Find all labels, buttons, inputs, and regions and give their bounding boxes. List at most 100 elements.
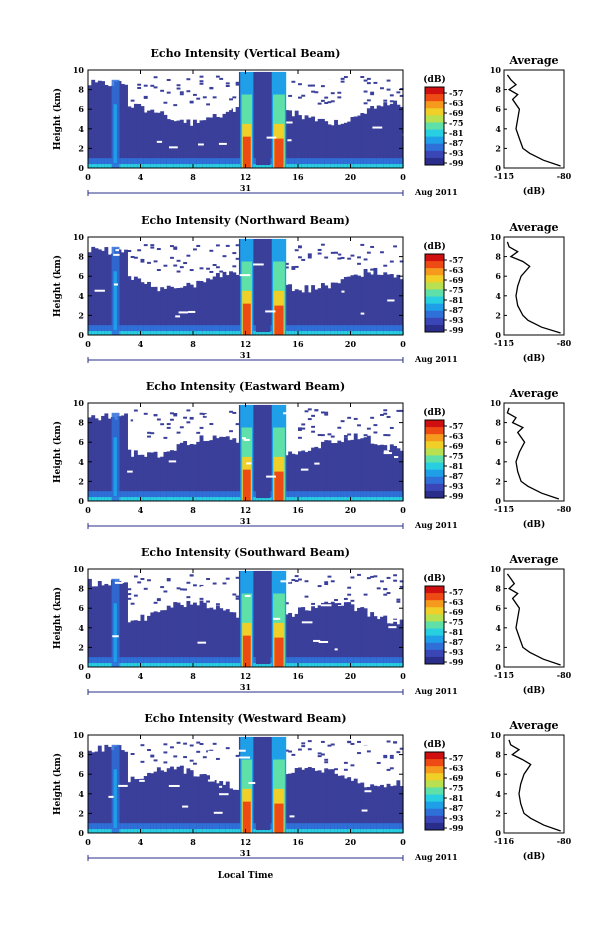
profile-y-tick-label: 2	[495, 642, 501, 652]
colorbar-tick-label: -81	[449, 627, 463, 637]
date-label: Aug 2011	[414, 520, 458, 530]
colorbar-tick-label: -75	[449, 285, 463, 295]
y-tick-label: 8	[78, 418, 84, 428]
x-tick-label: 16	[292, 172, 304, 182]
average-profile: Average 0 2 4 6 8 10 -115 -80 (dB)	[490, 54, 572, 197]
profile-y-tick-label: 0	[495, 163, 501, 173]
panel-title: Echo Intensity (Southward Beam)	[141, 546, 350, 559]
x-tick-label: 16	[292, 505, 304, 515]
profile-y-tick-label: 4	[495, 457, 501, 467]
x-tick-label: 20	[345, 671, 357, 681]
colorbar-tick-label: -93	[449, 813, 464, 823]
colorbar-tick-label: -87	[449, 305, 463, 315]
y-tick-label: 2	[78, 310, 84, 320]
colorbar-tick-label: -63	[449, 98, 464, 108]
panel-1: Echo Intensity (Northward Beam) 0 2 4 6 8 10 He…	[52, 214, 572, 364]
profile-x-axis-label: (dB)	[523, 851, 545, 862]
colorbar-tick-label: -87	[449, 637, 463, 647]
x-tick-label: 16	[292, 339, 304, 349]
y-tick-label: 10	[73, 730, 85, 740]
x-tick-label: 0	[400, 505, 406, 515]
colorbar-tick-label: -99	[449, 657, 464, 667]
heatmap-field	[88, 736, 404, 833]
date-label: Aug 2011	[414, 852, 458, 862]
profile-x-axis-label: (dB)	[523, 519, 545, 530]
y-tick-label: 4	[78, 623, 84, 633]
profile-x-tick-label: -115	[494, 171, 514, 181]
average-profile: Average 0 2 4 6 8 10 -116 -80 (dB)	[490, 719, 572, 862]
profile-y-tick-label: 8	[495, 418, 501, 428]
x-tick-label: 0	[85, 172, 91, 182]
colorbar-tick-label: -57	[449, 255, 463, 265]
day-label: 31	[240, 682, 251, 692]
profile-y-tick-label: 2	[495, 310, 501, 320]
profile-y-tick-label: 4	[495, 623, 501, 633]
colorbar-tick-label: -75	[449, 118, 463, 128]
colorbar-tick-label: -69	[449, 275, 464, 285]
y-tick-label: 4	[78, 291, 84, 301]
profile-line	[506, 573, 561, 666]
profile-y-tick-label: 8	[495, 584, 501, 594]
heatmap-field	[88, 570, 404, 667]
colorbar-tick-label: -93	[449, 647, 464, 657]
colorbar-tick-label: -81	[449, 461, 463, 471]
colorbar-tick-label: -57	[449, 587, 463, 597]
profile-title: Average	[508, 553, 558, 566]
x-tick-label: 0	[400, 339, 406, 349]
profile-y-tick-label: 6	[495, 603, 501, 613]
colorbar-tick-label: -63	[449, 597, 464, 607]
y-tick-label: 4	[78, 124, 84, 134]
colorbar-tick-label: -87	[449, 803, 463, 813]
y-axis-label: Height (km)	[52, 88, 63, 150]
y-tick-label: 2	[78, 476, 84, 486]
y-tick-label: 8	[78, 252, 84, 262]
day-label: 31	[240, 848, 251, 858]
profile-x-axis-label: (dB)	[523, 186, 545, 197]
profile-y-tick-label: 0	[495, 496, 501, 506]
average-profile: Average 0 2 4 6 8 10 -115 -80 (dB)	[490, 221, 572, 364]
x-tick-label: 0	[400, 172, 406, 182]
y-axis-label: Height (km)	[52, 255, 63, 317]
profile-title: Average	[508, 387, 558, 400]
y-tick-label: 4	[78, 457, 84, 467]
x-axis-label: Local Time	[218, 871, 274, 881]
y-axis-label: Height (km)	[52, 753, 63, 815]
x-tick-label: 12	[240, 172, 251, 182]
colorbar-tick-label: -93	[449, 148, 464, 158]
colorbar-tick-label: -69	[449, 441, 464, 451]
profile-y-tick-label: 10	[490, 232, 502, 242]
x-tick-label: 16	[292, 837, 304, 847]
y-tick-label: 6	[78, 769, 84, 779]
y-tick-label: 8	[78, 85, 84, 95]
profile-y-tick-label: 0	[495, 828, 501, 838]
colorbar-tick-label: -75	[449, 451, 463, 461]
colorbar-title: (dB)	[423, 407, 445, 418]
x-tick-label: 0	[85, 671, 91, 681]
date-label: Aug 2011	[414, 686, 458, 696]
colorbar-tick-label: -69	[449, 108, 464, 118]
x-tick-label: 4	[138, 671, 144, 681]
x-tick-label: 8	[190, 172, 196, 182]
colorbar: (dB) -57-63-69-75-81-87-93-99	[423, 739, 464, 833]
profile-x-axis-label: (dB)	[523, 685, 545, 696]
colorbar-tick-label: -81	[449, 128, 463, 138]
colorbar-tick-label: -81	[449, 793, 463, 803]
profile-y-tick-label: 4	[495, 124, 501, 134]
x-tick-label: 20	[345, 837, 357, 847]
colorbar-tick-label: -93	[449, 315, 464, 325]
profile-frame	[503, 568, 565, 668]
colorbar-tick-label: -63	[449, 763, 464, 773]
profile-y-tick-label: 6	[495, 271, 501, 281]
y-tick-label: 6	[78, 271, 84, 281]
x-tick-label: 8	[190, 505, 196, 515]
profile-y-tick-label: 6	[495, 104, 501, 114]
x-tick-label: 20	[345, 505, 357, 515]
profile-y-tick-label: 4	[495, 291, 501, 301]
colorbar-tick-label: -99	[449, 325, 464, 335]
average-profile: Average 0 2 4 6 8 10 -115 -80 (dB)	[490, 553, 572, 696]
profile-frame	[503, 236, 565, 336]
day-label: 31	[240, 183, 251, 193]
x-tick-label: 0	[85, 837, 91, 847]
panel-0: Echo Intensity (Vertical Beam) 0 2 4 6 8 10 Hei…	[52, 47, 572, 197]
y-tick-label: 10	[73, 564, 85, 574]
